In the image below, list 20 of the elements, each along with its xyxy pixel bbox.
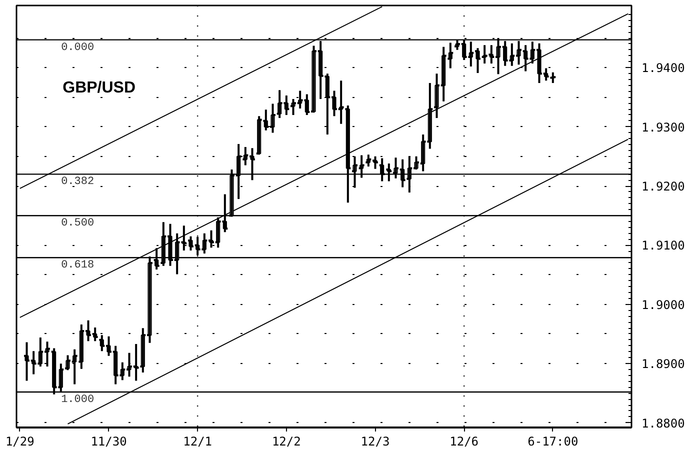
x-tick-label: 12/2 [272, 434, 301, 448]
x-tick-label: 1/29 [5, 434, 34, 448]
y-tick-label: 1.9400 [642, 61, 685, 76]
y-tick-label: 1.8900 [642, 357, 685, 372]
x-tick-label: 12/3 [360, 434, 390, 448]
y-tick-label: 1.9100 [642, 238, 685, 253]
annotation: 0.000 [61, 42, 94, 54]
x-tick-label: 12/1 [183, 434, 212, 448]
annotation: 0.500 [61, 218, 94, 230]
x-tick-label: 6-17:00 [528, 434, 578, 448]
y-tick-label: 1.9300 [642, 120, 685, 134]
y-tick-label: 1.9200 [642, 180, 685, 194]
annotation: 0.618 [61, 260, 94, 272]
text: GBP/USD [62, 79, 136, 96]
annotation: 1.000 [61, 394, 94, 406]
x-tick-label: 12/6 [450, 434, 479, 448]
annotation: 0.382 [61, 176, 94, 188]
x-tick-label: 11/30 [90, 434, 127, 448]
y-tick-label: 1.9000 [642, 298, 685, 312]
y-tick-label: 1.8800 [642, 416, 685, 430]
